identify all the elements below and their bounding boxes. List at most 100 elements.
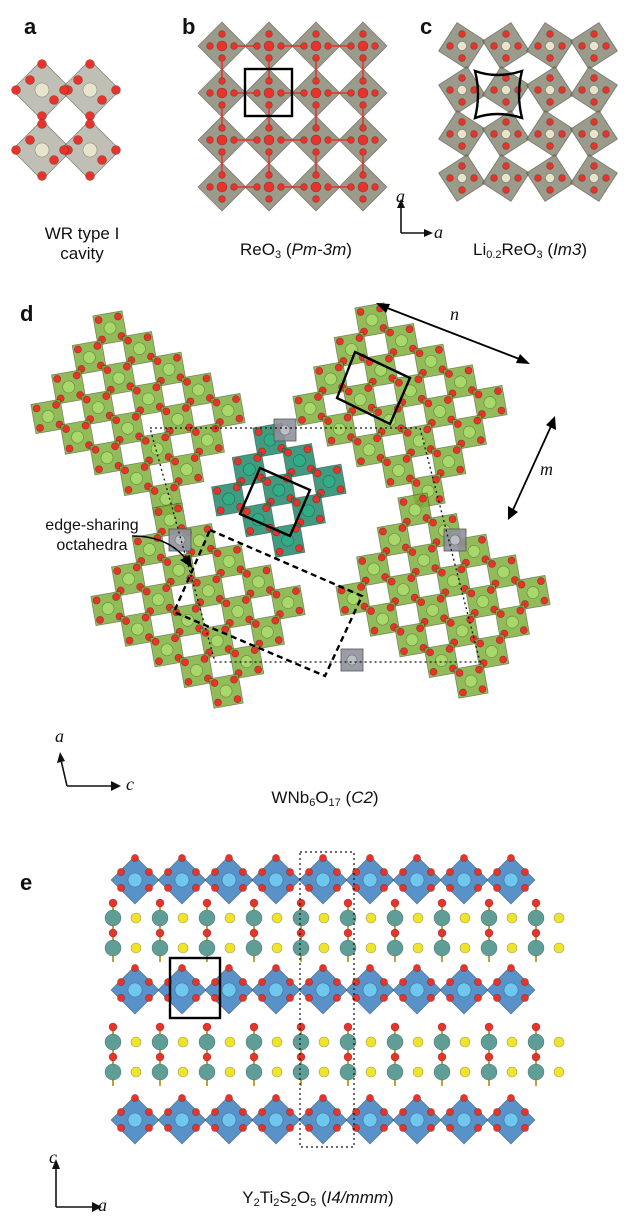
oxygen-atom xyxy=(319,854,327,862)
oxygen-atom xyxy=(521,1108,529,1116)
oxygen-atom xyxy=(314,393,322,401)
caption-a: WR type I cavity xyxy=(22,224,142,264)
oxygen-atom xyxy=(292,587,300,596)
oxygen-atom xyxy=(249,928,259,938)
oxygen-atom xyxy=(49,155,59,165)
oxygen-atom xyxy=(82,395,91,404)
metal-atom xyxy=(71,430,84,444)
oxygen-atom xyxy=(458,142,466,150)
oxygen-atom xyxy=(92,596,101,605)
rhenium-atom xyxy=(34,142,50,158)
oxygen-atom xyxy=(493,884,501,892)
oxygen-atom xyxy=(174,504,182,513)
oxygen-atom xyxy=(274,636,283,645)
oxygen-atom xyxy=(484,928,494,938)
oxygen-atom xyxy=(590,98,598,106)
oxygen-atom xyxy=(145,994,153,1002)
oxygen-atom xyxy=(233,695,242,703)
metal-atom xyxy=(483,396,497,409)
oxygen-atom xyxy=(333,868,341,876)
oxygen-atom xyxy=(546,118,554,126)
oxygen-atom xyxy=(145,1108,153,1116)
oxygen-atom xyxy=(333,884,341,892)
metal-atom xyxy=(455,624,469,638)
oxygen-atom xyxy=(546,98,554,106)
oxygen-atom xyxy=(97,95,107,105)
metal-atom xyxy=(243,463,256,476)
oxygen-atom xyxy=(357,87,369,99)
oxygen-atom xyxy=(97,155,107,165)
oxygen-atom xyxy=(52,401,60,409)
metal-atom xyxy=(190,664,203,677)
oxygen-atom xyxy=(258,1124,266,1132)
yttrium-atom xyxy=(339,1033,357,1051)
oxygen-atom xyxy=(399,498,408,506)
oxygen-atom xyxy=(192,1124,200,1132)
oxygen-atom xyxy=(423,425,432,434)
oxygen-atom xyxy=(142,587,151,596)
metal-atom xyxy=(506,615,519,629)
titanium-atom xyxy=(221,982,237,998)
oxygen-atom xyxy=(324,417,332,425)
metal-atom xyxy=(151,593,165,606)
metal-atom xyxy=(112,371,126,385)
caption-e-f2: Ti xyxy=(259,1188,274,1207)
oxygen-atom xyxy=(233,457,242,466)
oxygen-atom xyxy=(49,95,59,105)
sulfur-atom xyxy=(365,1066,377,1078)
oxygen-atom xyxy=(412,479,421,487)
caption-d-sub2: 17 xyxy=(328,797,341,809)
titanium-atom xyxy=(315,872,331,888)
oxygen-atom xyxy=(310,181,322,193)
oxygen-atom xyxy=(534,42,542,50)
sulfur-atom xyxy=(271,942,283,954)
oxygen-atom xyxy=(341,606,349,614)
caption-d-sub1: 6 xyxy=(309,797,316,809)
oxygen-atom xyxy=(305,1108,313,1116)
sulfur-atom xyxy=(459,1066,471,1078)
oxygen-atom xyxy=(249,898,259,908)
oxygen-atom xyxy=(250,646,259,655)
sulfur-atom xyxy=(412,912,424,924)
oxygen-atom xyxy=(73,75,83,85)
oxygen-atom xyxy=(111,145,121,155)
yttrium-atom xyxy=(480,909,498,927)
oxygen-atom xyxy=(108,1052,118,1062)
oxygen-atom xyxy=(390,1052,400,1062)
axis-e-horizontal: a xyxy=(98,1195,107,1215)
oxygen-atom xyxy=(590,186,598,194)
metal-atom xyxy=(222,554,236,568)
tungsten-atom xyxy=(174,534,186,546)
oxygen-atom xyxy=(446,1108,454,1116)
oxygen-atom xyxy=(433,449,442,458)
oxygen-atom xyxy=(387,577,396,586)
axes-bc xyxy=(397,199,433,237)
oxygen-atom xyxy=(413,964,421,972)
oxygen-atom xyxy=(399,868,407,876)
oxygen-atom xyxy=(357,134,369,146)
sulfur-atom xyxy=(318,1036,330,1048)
yttrium-atom xyxy=(198,939,216,957)
metal-atom xyxy=(324,372,338,386)
panel-label-e: e xyxy=(20,870,33,895)
oxygen-atom xyxy=(151,637,160,646)
wnb6o17-structure xyxy=(30,302,556,709)
oxygen-atom xyxy=(458,98,466,106)
oxygen-atom xyxy=(446,884,454,892)
oxygen-atom xyxy=(230,675,238,684)
oxygen-atom xyxy=(478,685,487,693)
oxygen-atom xyxy=(356,308,365,316)
metal-atom xyxy=(424,354,438,368)
yttrium-atom xyxy=(151,909,169,927)
oxygen-atom xyxy=(396,627,405,636)
oxygen-atom xyxy=(263,134,275,146)
oxygen-atom xyxy=(546,162,554,170)
sulfur-atom xyxy=(365,942,377,954)
titanium-atom xyxy=(503,872,519,888)
oxygen-atom xyxy=(286,1108,294,1116)
oxygen-atom xyxy=(399,994,407,1002)
oxygen-atom xyxy=(292,498,301,507)
arrow-icon xyxy=(508,506,518,520)
oxygen-atom xyxy=(419,494,427,503)
oxygen-atom xyxy=(162,584,171,593)
